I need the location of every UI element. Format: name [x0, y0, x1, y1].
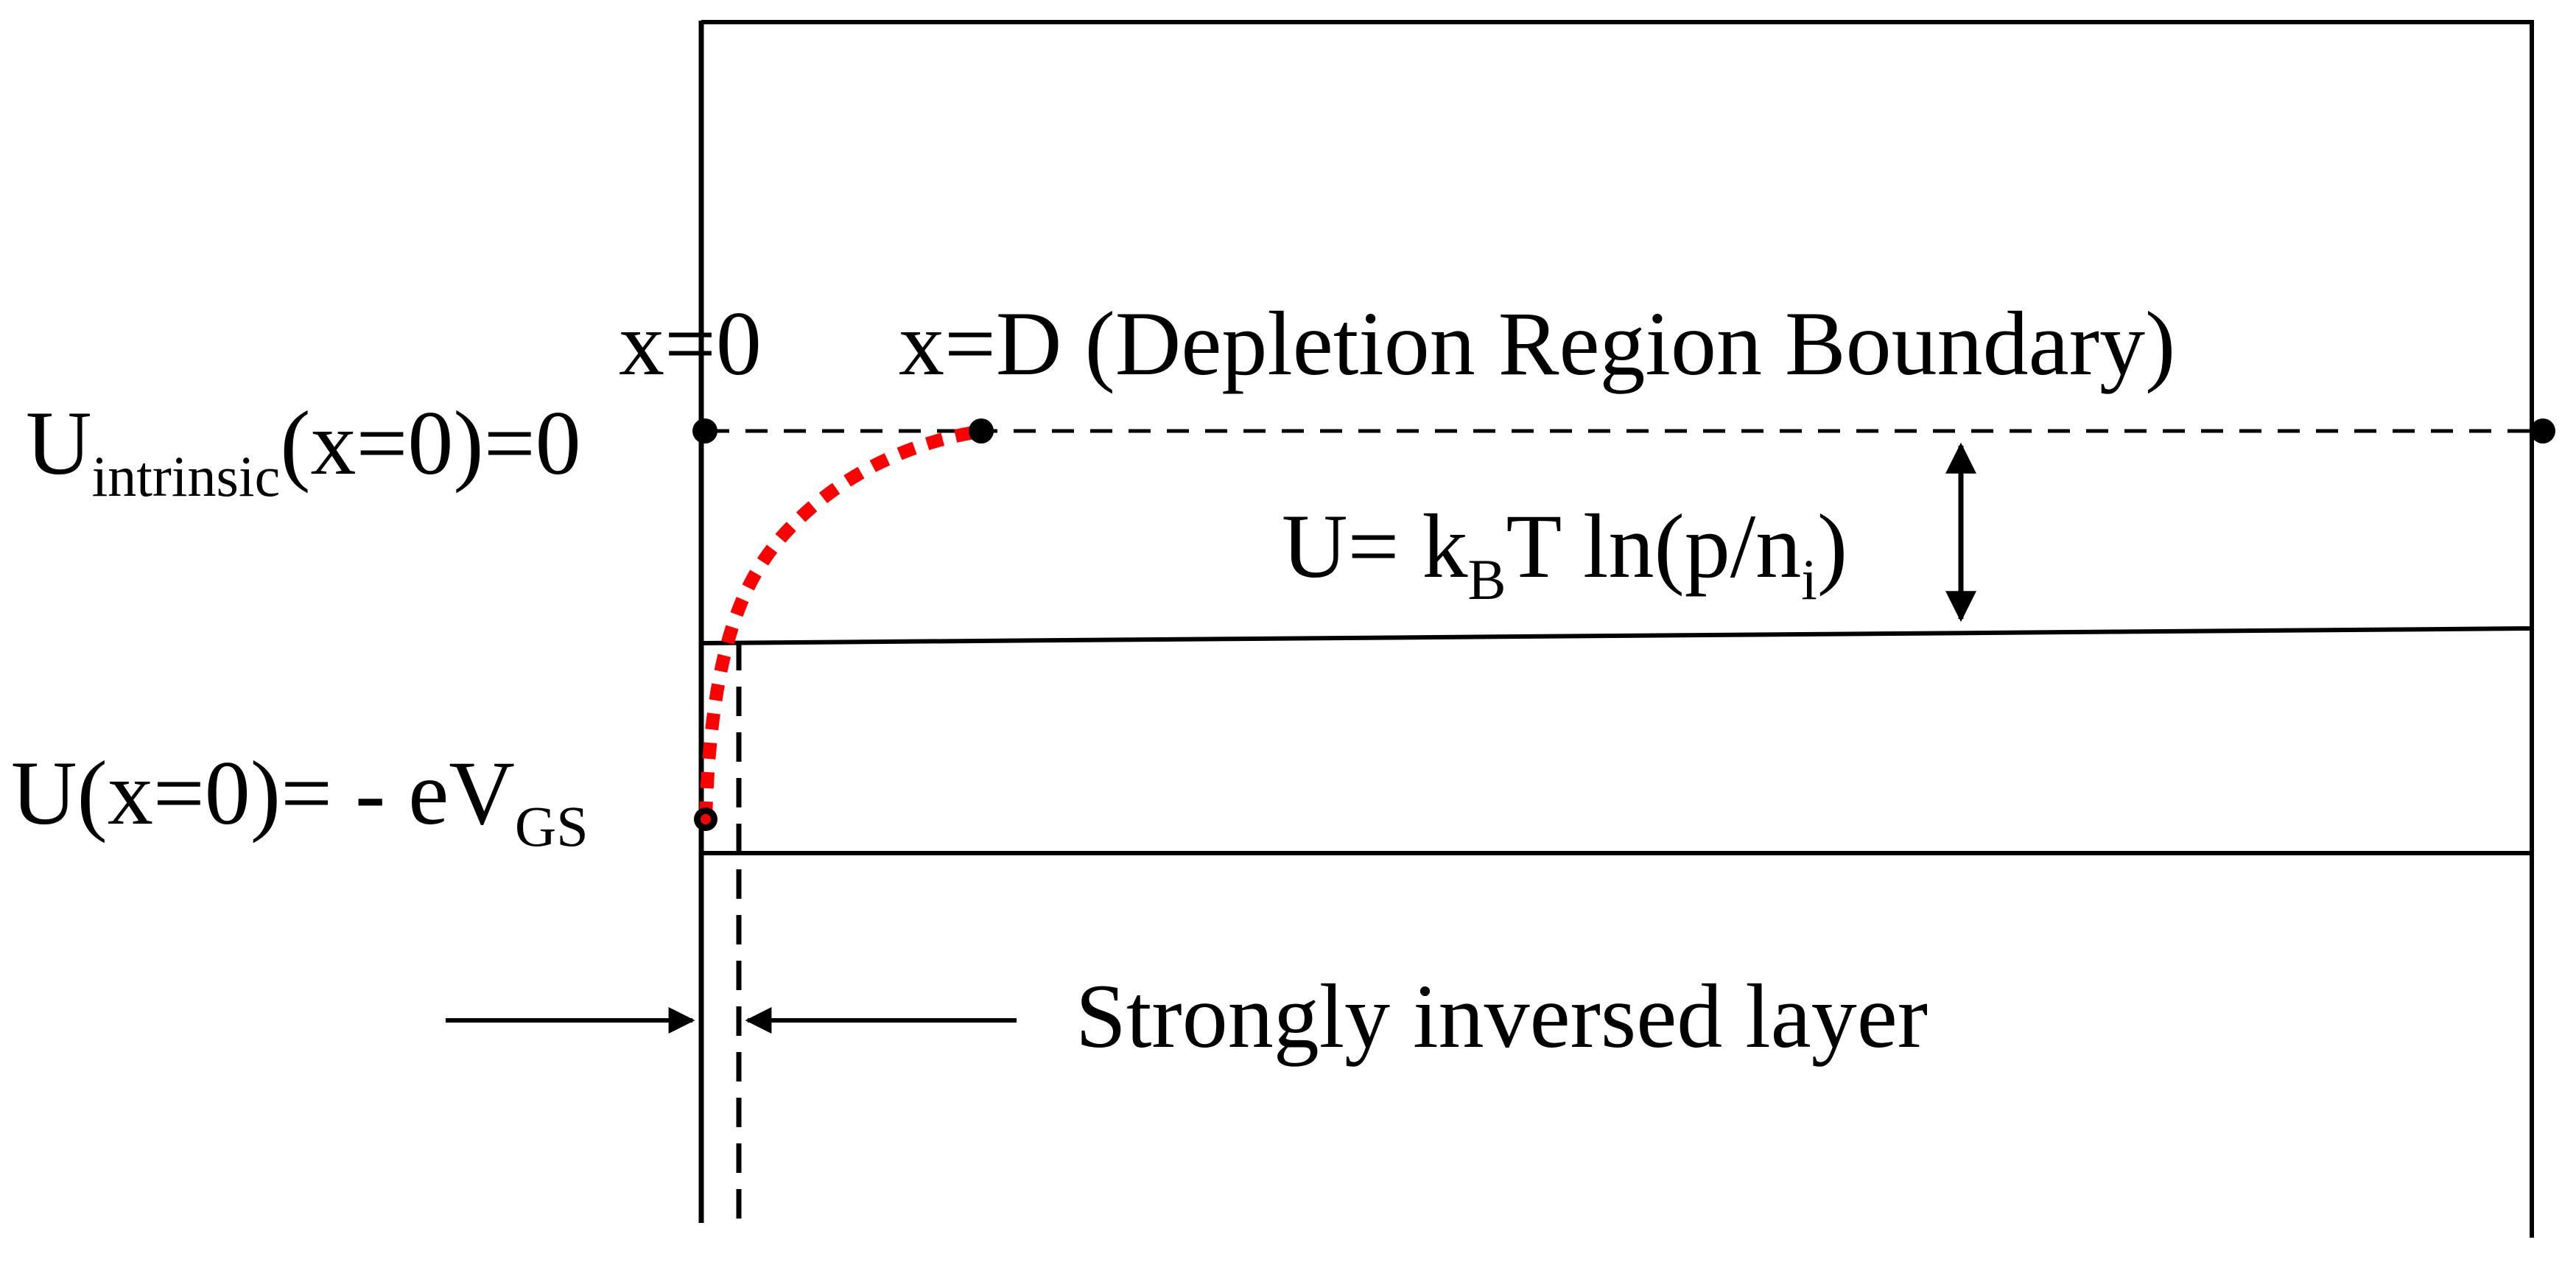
- intrinsic-rest-text: (x=0)=0: [280, 393, 581, 494]
- gap-subscript-b: B: [1467, 547, 1506, 611]
- bulk-end-point: [2530, 418, 2555, 444]
- inversion-layer-label: Strongly inversed layer: [1075, 966, 1929, 1067]
- depletion-boundary-label: x=D (Depletion Region Boundary): [899, 293, 2176, 394]
- gap-mid-text: T ln(p/n: [1506, 496, 1802, 597]
- band-bending-curve: [699, 424, 985, 818]
- origin-point: [692, 418, 717, 444]
- x0-label: x=0: [619, 293, 762, 394]
- surface-potential-label: U(x=0)= - eVGS: [11, 748, 589, 855]
- surface-potential-point-core: [701, 814, 711, 824]
- energy-gap-label: U= kBT ln(p/ni): [1282, 501, 1847, 609]
- gap-subscript-i: i: [1801, 547, 1817, 611]
- gap-prefix-text: U= k: [1282, 496, 1468, 597]
- depletion-boundary-point: [969, 418, 994, 444]
- surface-main-text: U(x=0)= - eV: [11, 743, 515, 844]
- intrinsic-main-text: U: [26, 393, 92, 494]
- gap-end-text: ): [1817, 496, 1848, 597]
- intrinsic-potential-label: Uintrinsic(x=0)=0: [26, 398, 581, 505]
- fermi-level-line: [701, 626, 2533, 645]
- surface-subscript: GS: [514, 794, 589, 858]
- intrinsic-subscript: intrinsic: [91, 444, 281, 508]
